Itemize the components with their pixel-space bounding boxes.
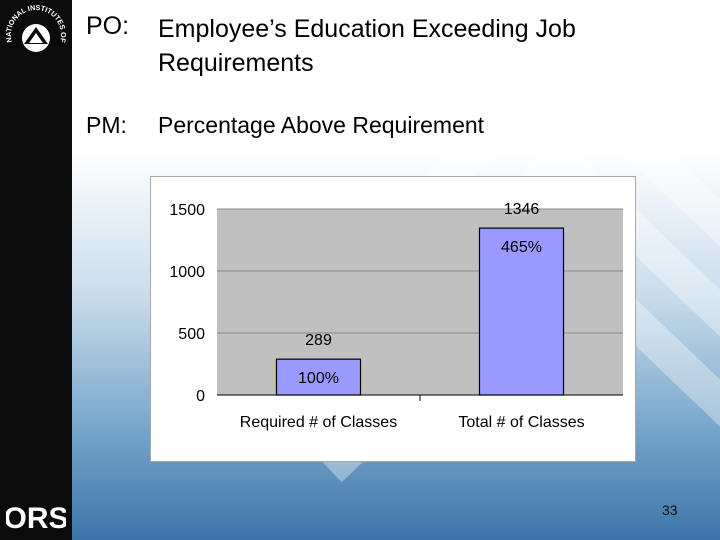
y-tick-label: 500: [178, 326, 205, 343]
bar: [478, 227, 565, 396]
bar-value-label: 1346: [504, 201, 540, 218]
bar-inside-label: 465%: [501, 239, 542, 256]
nih-logo: NATIONAL INSTITUTES OF HEALTH: [2, 2, 68, 52]
x-category-label: Total # of Classes: [458, 414, 584, 431]
bar-inside-label: 100%: [298, 370, 339, 387]
pm-label: PM:: [86, 112, 127, 138]
x-category-label: Required # of Classes: [240, 414, 397, 431]
y-tick-label: 1500: [169, 202, 205, 219]
bar-value-label: 289: [305, 332, 332, 349]
po-label: PO:: [86, 12, 130, 40]
pm-title: Percentage Above Requirement: [158, 112, 485, 138]
bar: [275, 358, 362, 396]
y-tick-label: 1000: [169, 264, 205, 281]
y-tick-label: 0: [196, 388, 205, 405]
ors-logo-text: ORS: [6, 502, 66, 534]
po-title: Employee’s Education Exceeding Job Requi…: [158, 15, 576, 77]
ors-logo: ORS: [3, 498, 68, 535]
left-band: [0, 0, 72, 540]
chart-frame: 0 500 1000 1500 289 100% Required # of Classes…: [150, 176, 636, 462]
page-number: 33: [662, 502, 678, 518]
bar-chart: 0 500 1000 1500 289 100% Required # of Classes…: [169, 201, 623, 431]
